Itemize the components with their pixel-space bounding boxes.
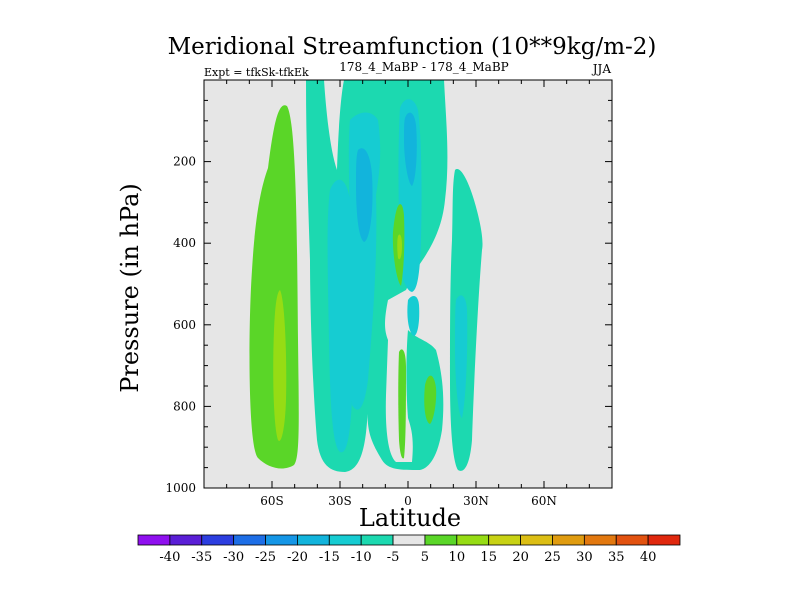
subtitle-right: JJA [591,62,612,76]
x-tick-label-4: 60N [531,494,557,508]
colorbar-label-14: 35 [608,550,625,565]
colorbar-label-8: 5 [421,550,429,565]
colorbar: -40 -35 -30 -25 -20 -15 -10 -5 5 10 15 20 25 30 35 40 [137,534,681,565]
contour-negative-10-low [407,295,420,336]
x-tick-label-1: 30S [328,494,352,508]
colorbar-swatch-5 [297,534,330,546]
y-tick-label-3: 800 [173,399,196,413]
y-tick-label-2: 600 [173,318,196,332]
colorbar-swatch-3 [233,534,266,546]
contour-positive-5-south [249,105,299,469]
colorbar-label-7: -5 [387,550,400,565]
subtitle-left: Expt = tfkSk-tfkEk [204,66,309,79]
contour-positive-5-nh [424,375,437,424]
colorbar-label-4: -20 [287,550,308,565]
contour-negative-10-north [455,295,468,418]
colorbar-swatch-11 [488,534,521,546]
colorbar-label-3: -25 [255,550,276,565]
colorbar-swatch-4 [265,534,298,546]
colorbar-swatch-10 [456,534,490,546]
x-tick-label-3: 30N [463,494,489,508]
colorbar-label-5: -15 [319,550,340,565]
contour-positive-10-south [273,290,287,441]
colorbar-label-13: 30 [576,550,593,565]
y-tick-label-1: 400 [173,236,196,250]
colorbar-swatch-1 [169,534,203,546]
colorbar-swatch-14 [583,534,617,546]
colorbar-label-11: 20 [512,550,529,565]
colorbar-swatch-6 [328,534,362,546]
x-tick-label-2: 0 [404,494,412,508]
x-axis-label: Latitude [359,504,461,532]
colorbar-swatch-15 [615,534,649,546]
colorbar-label-2: -30 [223,550,244,565]
colorbar-label-12: 25 [544,550,561,565]
colorbar-swatch-9 [424,534,458,546]
contour-negative-10-south [327,179,354,453]
colorbar-label-0: -40 [159,550,180,565]
subtitle-center: 178_4_MaBP - 178_4_MaBP [339,60,508,74]
chart-title: Meridional Streamfunction (10**9kg/m-2) [168,34,657,60]
y-axis-label: Pressure (in hPa) [116,183,144,393]
colorbar-label-9: 10 [449,550,466,565]
y-tick-label-4: 1000 [165,481,196,495]
contour-negative-15-eq [404,112,417,186]
colorbar-swatch-16 [647,534,681,546]
colorbar-swatch-0 [137,534,171,546]
colorbar-swatch-7 [360,534,394,546]
colorbar-swatch-12 [520,534,553,546]
y-tick-label-0: 200 [173,155,196,169]
colorbar-label-10: 15 [480,550,497,565]
colorbar-label-6: -10 [351,550,372,565]
colorbar-swatch-13 [552,534,585,546]
colorbar-label-1: -35 [191,550,212,565]
contour-fill-layer [249,80,483,472]
x-tick-label-0: 60S [260,494,284,508]
colorbar-swatch-2 [201,534,235,546]
contour-positive-5-eq-lower [398,349,406,459]
colorbar-label-15: 40 [640,550,657,565]
contour-positive-10-eq-upper [397,234,402,260]
contour-negative-15-mid [356,148,373,242]
colorbar-swatch-8 [392,534,426,546]
axes: 60S 30S 0 30N 60N 200 400 600 800 1000 [165,80,612,508]
